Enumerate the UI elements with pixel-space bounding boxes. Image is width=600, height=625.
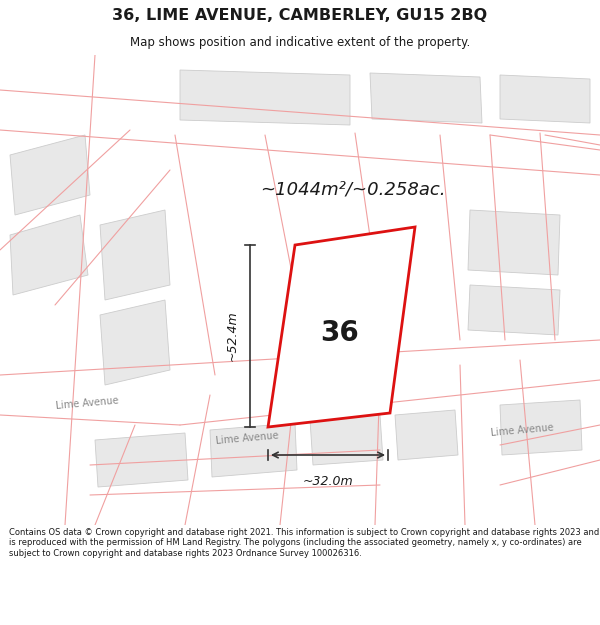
- Polygon shape: [310, 415, 383, 465]
- Text: Lime Avenue: Lime Avenue: [55, 395, 119, 411]
- Polygon shape: [268, 227, 415, 427]
- Polygon shape: [100, 210, 170, 300]
- Polygon shape: [500, 400, 582, 455]
- Polygon shape: [10, 135, 90, 215]
- Polygon shape: [500, 75, 590, 123]
- Polygon shape: [100, 300, 170, 385]
- Polygon shape: [370, 73, 482, 123]
- Text: 36, LIME AVENUE, CAMBERLEY, GU15 2BQ: 36, LIME AVENUE, CAMBERLEY, GU15 2BQ: [112, 8, 488, 23]
- Text: Lime Avenue: Lime Avenue: [215, 430, 279, 446]
- Text: ~52.4m: ~52.4m: [226, 311, 239, 361]
- Text: Lime Avenue: Lime Avenue: [490, 422, 554, 437]
- Polygon shape: [180, 70, 350, 125]
- Polygon shape: [10, 215, 88, 295]
- Polygon shape: [210, 423, 297, 477]
- Polygon shape: [395, 410, 458, 460]
- Text: Map shows position and indicative extent of the property.: Map shows position and indicative extent…: [130, 36, 470, 49]
- Text: ~32.0m: ~32.0m: [302, 475, 353, 488]
- Polygon shape: [468, 285, 560, 335]
- Text: 36: 36: [320, 319, 359, 347]
- Text: Contains OS data © Crown copyright and database right 2021. This information is : Contains OS data © Crown copyright and d…: [9, 528, 599, 558]
- Polygon shape: [95, 433, 188, 487]
- Text: ~1044m²/~0.258ac.: ~1044m²/~0.258ac.: [260, 181, 445, 199]
- Polygon shape: [468, 210, 560, 275]
